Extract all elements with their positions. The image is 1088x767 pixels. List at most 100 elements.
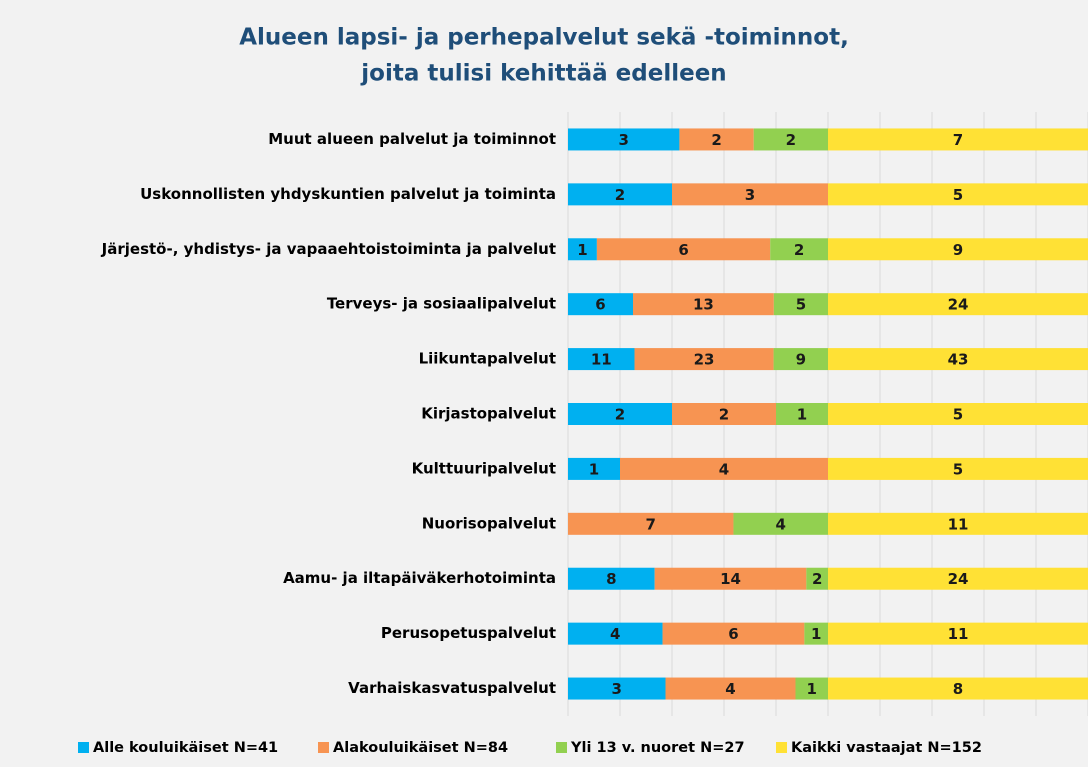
bar-segment — [568, 512, 734, 535]
bar-segment — [828, 293, 1088, 316]
y-tick-label: Järjestö-, yhdistys- ja vapaaehtoistoimi… — [101, 240, 556, 258]
data-label: 3 — [612, 680, 622, 698]
data-label: 5 — [796, 296, 806, 314]
bar-segment — [568, 677, 666, 700]
data-label: 24 — [948, 296, 969, 314]
data-label: 13 — [693, 296, 714, 314]
data-label: 1 — [797, 406, 807, 424]
data-label: 6 — [678, 241, 688, 259]
data-label: 2 — [719, 406, 729, 424]
legend-swatch — [78, 742, 89, 753]
bar-segment — [776, 403, 828, 425]
data-label: 4 — [719, 460, 729, 478]
y-tick-label: Kirjastopalvelut — [421, 405, 556, 423]
bar-segment — [733, 512, 828, 535]
bar-segment — [568, 128, 680, 151]
bar-segment — [828, 677, 1088, 700]
y-tick-label: Uskonnollisten yhdyskuntien palvelut ja … — [140, 185, 556, 203]
legend-swatch — [318, 742, 329, 753]
bar-segment — [620, 457, 828, 480]
data-label: 2 — [615, 186, 625, 204]
y-tick-label: Liikuntapalvelut — [419, 350, 556, 368]
y-tick-label: Aamu- ja iltapäiväkerhotoiminta — [283, 569, 556, 587]
data-label: 11 — [948, 515, 969, 533]
bar-segment — [773, 293, 828, 316]
bar-segment — [828, 403, 1088, 425]
bar-segment — [568, 348, 635, 371]
data-label: 23 — [694, 351, 715, 369]
data-label: 1 — [807, 680, 817, 698]
data-label: 9 — [796, 351, 806, 369]
data-label: 43 — [948, 351, 969, 369]
bar-segment — [679, 128, 754, 151]
bar-segment — [806, 567, 828, 590]
y-tick-label: Muut alueen palvelut ja toiminnot — [268, 130, 556, 148]
data-label: 6 — [595, 296, 605, 314]
y-tick-label: Varhaiskasvatuspalvelut — [348, 679, 556, 697]
data-label: 2 — [794, 241, 804, 259]
bar-segment — [804, 622, 828, 645]
bar-segment — [568, 238, 597, 261]
bar-segment — [828, 348, 1088, 371]
bar-segment — [828, 457, 1088, 480]
chart-title: Alueen lapsi- ja perhepalvelut sekä -toi… — [239, 25, 849, 51]
data-label: 11 — [948, 625, 969, 643]
bar-segment — [634, 348, 774, 371]
data-label: 5 — [953, 186, 963, 204]
legend-label: Yli 13 v. nuoret N=27 — [570, 740, 745, 756]
data-label: 7 — [953, 131, 963, 149]
bar-segment — [568, 567, 655, 590]
legend-label: Alakouluikäiset N=84 — [333, 740, 508, 756]
data-label: 4 — [776, 515, 786, 533]
chart-title: joita tulisi kehittää edelleen — [360, 61, 726, 87]
data-label: 2 — [812, 570, 822, 588]
data-label: 1 — [589, 460, 599, 478]
bar-segment — [662, 622, 805, 645]
data-label: 11 — [591, 351, 612, 369]
data-label: 2 — [615, 406, 625, 424]
data-label: 3 — [745, 186, 755, 204]
data-label: 1 — [811, 625, 821, 643]
data-label: 2 — [786, 131, 796, 149]
data-label: 5 — [953, 460, 963, 478]
bar-segment — [773, 348, 828, 371]
bar-segment — [753, 128, 828, 151]
bar-segment — [828, 622, 1088, 645]
data-label: 2 — [711, 131, 721, 149]
data-label: 24 — [948, 570, 969, 588]
bar-segment — [596, 238, 771, 261]
y-tick-label: Perusopetuspalvelut — [381, 624, 556, 642]
data-label: 4 — [725, 680, 735, 698]
bar-segment — [672, 183, 828, 206]
bar-segment — [828, 512, 1088, 535]
data-label: 8 — [606, 570, 616, 588]
bar-segment — [568, 183, 672, 206]
data-label: 6 — [728, 625, 738, 643]
data-label: 5 — [953, 406, 963, 424]
legend-label: Kaikki vastaajat N=152 — [791, 740, 982, 756]
bar-segment — [568, 403, 672, 425]
data-label: 7 — [646, 515, 656, 533]
data-label: 3 — [618, 131, 628, 149]
bar-segment — [568, 293, 633, 316]
bar-segment — [828, 567, 1088, 590]
bar-segment — [568, 457, 620, 480]
bar-segment — [795, 677, 828, 700]
y-tick-label: Kulttuuripalvelut — [412, 459, 556, 477]
legend-swatch — [776, 742, 787, 753]
bar-segment — [654, 567, 807, 590]
data-label: 1 — [577, 241, 587, 259]
bar-segment — [828, 183, 1088, 206]
bar-segment — [672, 403, 776, 425]
y-tick-label: Nuorisopalvelut — [422, 514, 556, 532]
bar-segment — [665, 677, 796, 700]
bar-segment — [633, 293, 774, 316]
data-label: 4 — [610, 625, 620, 643]
data-label: 9 — [953, 241, 963, 259]
bar-segment — [828, 128, 1088, 151]
y-tick-label: Terveys- ja sosiaalipalvelut — [327, 295, 556, 313]
bar-segment — [828, 238, 1088, 261]
legend-label: Alle kouluikäiset N=41 — [93, 740, 278, 756]
